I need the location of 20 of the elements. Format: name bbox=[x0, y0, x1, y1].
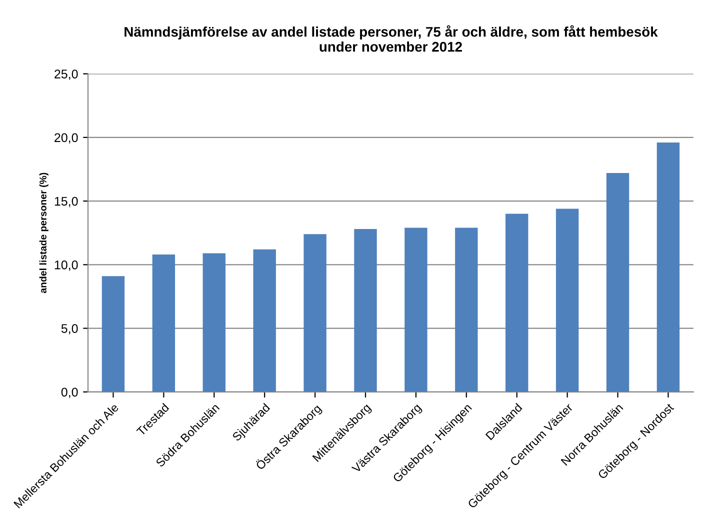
bar bbox=[506, 214, 528, 392]
y-tick-label: 20,0 bbox=[54, 133, 78, 144]
y-axis-title: andel listade personer (%) bbox=[39, 172, 48, 294]
bar bbox=[404, 228, 428, 392]
y-tick-label: 10,0 bbox=[54, 260, 78, 271]
bar bbox=[102, 276, 125, 392]
y-tick-label: 0,0 bbox=[61, 388, 78, 398]
y-tick-label: 25,0 bbox=[54, 70, 78, 80]
bar bbox=[354, 229, 377, 392]
chart-title: Nämndsjämförelse av andel listade personer, 75 år och äldre, som fått hembesök under november 2012 bbox=[124, 25, 658, 52]
bar bbox=[202, 253, 226, 392]
bar bbox=[152, 254, 176, 392]
y-tick-label: 15,0 bbox=[54, 196, 78, 208]
bar bbox=[606, 173, 630, 392]
bar bbox=[304, 234, 326, 392]
bar bbox=[455, 228, 478, 392]
bar bbox=[656, 142, 680, 392]
bar bbox=[253, 249, 276, 392]
bar bbox=[556, 208, 579, 392]
y-tick-label: 5,0 bbox=[61, 324, 78, 334]
